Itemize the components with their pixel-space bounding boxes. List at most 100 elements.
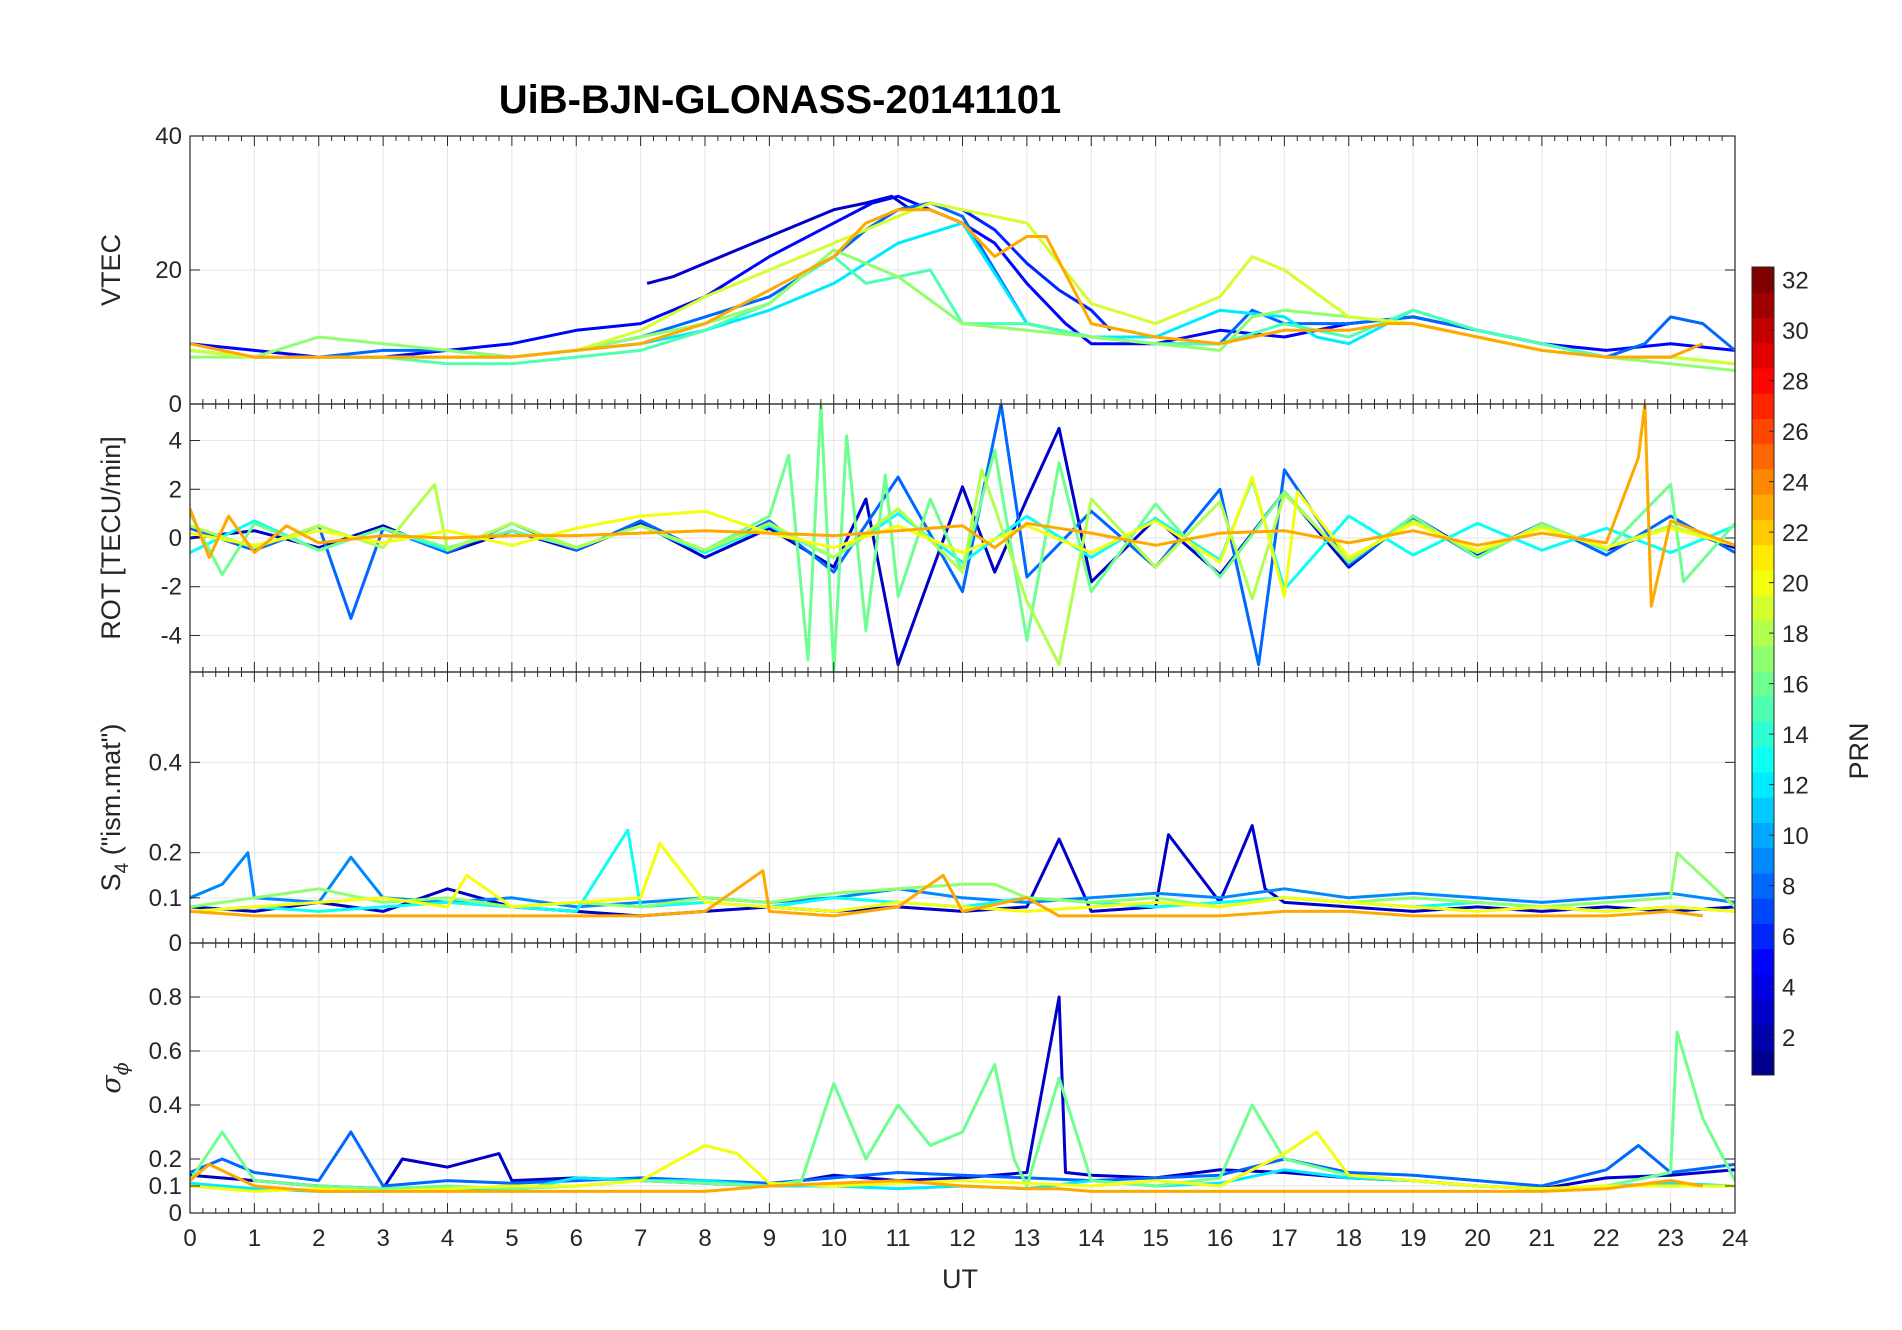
panel-1: 0 20 40 VTEC (96, 123, 1736, 418)
grid (189, 943, 1736, 1214)
x-tick-label: 20 (1464, 1225, 1491, 1252)
y-label-sub: 4 (112, 862, 133, 873)
x-tick-label: 14 (1078, 1225, 1105, 1252)
colorbar-tick-label: 24 (1782, 470, 1809, 497)
y-axis-label: ROT [TECU/min] (96, 436, 126, 640)
x-tick-label: 19 (1400, 1225, 1427, 1252)
colorbar-segment (1752, 418, 1774, 445)
colorbar-segment (1752, 570, 1774, 596)
y-tick-label: 0 (169, 1200, 182, 1227)
series-line-prn-15 (190, 255, 1735, 366)
colorbar-segment (1752, 368, 1774, 394)
colorbar-segment (1752, 595, 1774, 621)
colorbar-segment (1752, 645, 1774, 672)
colorbar-segment (1752, 317, 1774, 344)
colorbar-segment (1752, 342, 1774, 369)
colorbar-segment (1752, 696, 1774, 722)
y-tick-label: 0.1 (149, 885, 182, 912)
x-tick-label: 15 (1142, 1225, 1169, 1252)
x-tick-label: 3 (376, 1225, 389, 1252)
x-tick-labels: 0 1 2 3 4 5 6 7 8 9 10 11 12 13 14 15 16 17 18 19 20 21 22 23 24 (183, 1225, 1748, 1252)
colorbar-segment (1752, 923, 1774, 950)
y-tick-label: 0.2 (149, 840, 182, 867)
colorbar-frame (1751, 266, 1775, 1076)
ticks: -4 -2 0 2 4 (161, 404, 1736, 672)
y-tick-label: 0.4 (149, 749, 182, 776)
colorbar-segment (1752, 873, 1774, 899)
colorbar-tick-label: 20 (1782, 571, 1809, 598)
y-tick-label: 0.2 (149, 1146, 182, 1173)
colorbar-segment (1752, 671, 1774, 697)
colorbar-segment (1752, 847, 1774, 874)
x-tick-label: 7 (634, 1225, 647, 1252)
x-tick-label: 16 (1207, 1225, 1234, 1252)
series-group (190, 995, 1735, 1193)
colorbar-tick-label: 22 (1782, 520, 1809, 547)
y-tick-label: 0.1 (149, 1173, 182, 1200)
colorbar-segment (1752, 746, 1774, 773)
y-axis-label: VTEC (96, 234, 126, 306)
y-axis-label: S4 ("ism.mat") (96, 724, 133, 892)
y-tick-label: 2 (169, 476, 182, 503)
colorbar-segment (1752, 772, 1774, 798)
y-label-greek: σ (96, 1074, 127, 1094)
x-tick-label: 1 (248, 1225, 261, 1252)
series-line-prn-20 (190, 842, 1735, 913)
colorbar-tick-label: 30 (1782, 318, 1809, 345)
panel-3: 0 0.1 0.2 0.4 S4 ("ism.mat") (96, 671, 1736, 957)
colorbar-tick-label: 14 (1782, 722, 1809, 749)
y-label-main: S (96, 873, 126, 891)
colorbar-tick-label: 10 (1782, 823, 1809, 850)
series-line-prn-17 (190, 851, 1735, 909)
x-tick-label: 18 (1335, 1225, 1362, 1252)
y-tick-label: 0.6 (149, 1038, 182, 1065)
colorbar-tick-label: 4 (1782, 975, 1795, 1002)
series-line-prn-8 (190, 1130, 1735, 1188)
x-tick-label: 11 (886, 1225, 911, 1252)
y-tick-label: 0.8 (149, 984, 182, 1011)
grid (189, 135, 1736, 405)
y-axis-label: σϕ (96, 1062, 133, 1093)
y-tick-label: 20 (155, 257, 182, 284)
y-label-rest: ("ism.mat") (96, 724, 126, 863)
series-line-prn-3 (646, 194, 912, 285)
y-tick-label: 0.4 (149, 1092, 182, 1119)
x-tick-label: 12 (949, 1225, 976, 1252)
y-label-greek-sub: ϕ (111, 1062, 133, 1075)
series-line-prn-23 (190, 869, 1704, 918)
colorbar-tick-label: 12 (1782, 773, 1809, 800)
colorbar-segment (1752, 393, 1774, 419)
x-tick-label: 24 (1722, 1225, 1749, 1252)
series-line-prn-23 (190, 404, 1735, 608)
y-tick-label: 0 (169, 525, 182, 552)
colorbar-segment (1752, 519, 1774, 546)
colorbar-segment (1752, 974, 1774, 1000)
panel-4: 00.10.2 0.4 0.6 0.8 σϕ (96, 942, 1736, 1227)
x-tick-label: 2 (312, 1225, 325, 1252)
ticks: 0 20 40 (155, 123, 1736, 418)
x-tick-label: 6 (570, 1225, 583, 1252)
colorbar-segment (1752, 721, 1774, 748)
y-tick-label: 40 (155, 123, 182, 150)
colorbar-segment (1752, 948, 1774, 975)
colorbar-segment (1752, 999, 1774, 1025)
y-tick-label: 0 (169, 391, 182, 418)
colorbar-segment (1752, 898, 1774, 924)
series-group (190, 194, 1735, 372)
series-line-prn-9 (190, 851, 1735, 909)
colorbar-tick-label: 6 (1782, 924, 1795, 951)
series-group (190, 824, 1735, 918)
colorbar-tick-label: 2 (1782, 1025, 1795, 1052)
colorbar-tick-label: 28 (1782, 369, 1809, 396)
x-tick-label: 13 (1014, 1225, 1041, 1252)
x-tick-label: 21 (1529, 1225, 1556, 1252)
x-tick-label: 22 (1593, 1225, 1620, 1252)
series-line-prn-23 (190, 208, 1704, 359)
colorbar-label: PRN (1844, 722, 1874, 779)
series-line-prn-6 (961, 208, 1112, 332)
series-group (190, 404, 1735, 672)
colorbar-segment (1752, 620, 1774, 647)
x-axis-label: UT (942, 1264, 978, 1294)
x-tick-label: 23 (1657, 1225, 1684, 1252)
